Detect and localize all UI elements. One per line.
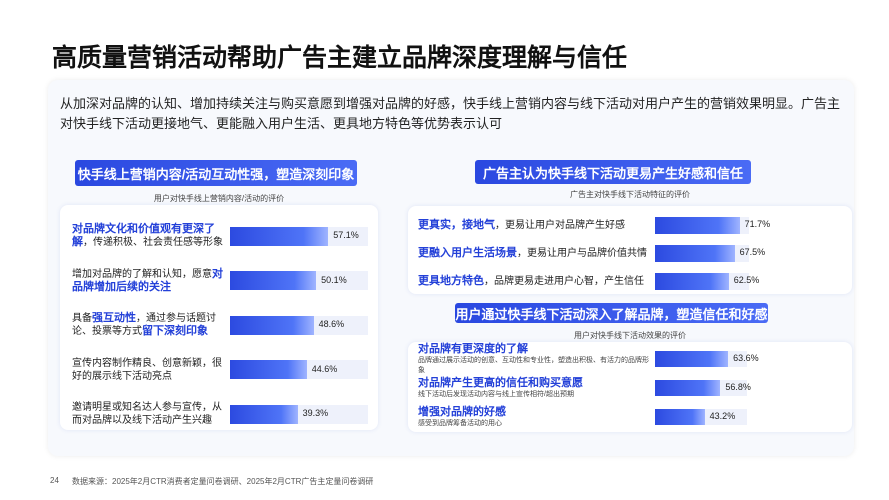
value-label: 67.5% [739, 247, 766, 257]
page-subtitle: 从加深对品牌的认知、增加持续关注与购买意愿到增强对品牌的好感，快手线上营销内容与… [60, 96, 841, 131]
category-segment: 更真实，接地气 [418, 218, 495, 231]
value-label: 39.3% [302, 408, 329, 418]
bar [655, 409, 705, 425]
category-text: 邀请明星或知名达人参与宣传，从而对品牌以及线下活动产生兴趣 [72, 401, 224, 427]
bar [655, 351, 729, 367]
value-label: 63.6% [733, 353, 759, 363]
category-text: 增加对品牌的了解和认知，愿意对品牌增加后续的关注 [72, 268, 224, 294]
category-segment: 留下深刻印象 [142, 325, 208, 337]
category-segment: 对品牌产生更高的信任和购买意愿 [418, 376, 583, 389]
category-label: 更真实，接地气，更易让用户对品牌产生好感 [418, 213, 650, 237]
bar [230, 271, 317, 290]
category-text: 具备强互动性，通过参与话题讨论、投票等方式留下深刻印象 [72, 312, 224, 338]
value-label: 43.2% [709, 411, 736, 421]
value-label: 44.6% [311, 363, 338, 374]
category-segment: 对品牌文化和价值观有更深了解 [72, 223, 215, 248]
category-segment: 对品牌增加后续的关注 [72, 267, 223, 293]
bar [230, 226, 329, 246]
value-label: 48.6% [318, 319, 345, 329]
category-text: 对品牌产生更高的信任和购买意愿 线下活动后发现活动内容与线上宣传相符/超出预期 [418, 377, 650, 400]
value-label: 56.8% [725, 382, 751, 392]
category-segment: 强互动性 [92, 312, 136, 324]
category-text: 对品牌有更深度的了解 品牌通过展示活动的创意、互动性和专业性，塑造出积极、有活力的… [418, 343, 650, 376]
page-number: 24 [50, 476, 59, 485]
chart-subtitle: 广告主对快手线下活动特征的评价 [570, 190, 690, 199]
category-segment: 邀请明星或知名达人参与宣传，从而对品牌以及线下活动产生兴趣 [72, 402, 222, 426]
bar [230, 404, 298, 424]
category-segment: 宣传内容制作精良、创意新颖，很好的展示线下活动亮点 [72, 357, 222, 382]
category-segment: 感受到品牌筹备活动的用心 [418, 419, 502, 427]
source-note: 数据来源：2025年2月CTR消费者定量问卷调研、2025年2月CTR广告主定量… [72, 477, 374, 486]
category-segment: ，品牌更易走进用户心智，产生信任 [484, 275, 644, 287]
page-title: 高质量营销活动帮助广告主建立品牌深度理解与信任 [52, 44, 628, 72]
category-segment: ，更易让用户对品牌产生好感 [495, 219, 625, 231]
category-text: 更融入用户生活场景，更易让用户与品牌价值共情 [418, 247, 650, 260]
category-text: 增强对品牌的好感 感受到品牌筹备活动的用心 [418, 406, 650, 429]
chart-subtitle: 用户对快手线下活动效果的评价 [574, 331, 686, 340]
category-segment: ，更易让用户与品牌价值共情 [517, 247, 647, 259]
category-label: 对品牌产生更高的信任和购买意愿 线下活动后发现活动内容与线上宣传相符/超出预期 [418, 376, 650, 401]
category-segment: ，通过参与话题讨论、投票等方式 [72, 313, 216, 337]
category-segment: 线下活动后发现活动内容与线上宣传相符/超出预期 [418, 390, 574, 398]
chart-subtitle: 用户对快手线上营销内容/活动的评价 [153, 194, 285, 203]
category-text: 对品牌文化和价值观有更深了解，传递积极、社会责任感等形象 [72, 223, 224, 249]
category-label: 增强对品牌的好感 感受到品牌筹备活动的用心 [418, 405, 650, 430]
category-segment: 更融入用户生活场景 [418, 246, 517, 259]
category-label: 更具地方特色，品牌更易走进用户心智，产生信任 [418, 269, 650, 293]
bar [655, 244, 735, 262]
category-label: 增加对品牌的了解和认知，愿意对品牌增加后续的关注 [72, 260, 224, 301]
category-segment: 具备 [72, 313, 92, 324]
bar [230, 360, 307, 379]
value-label: 71.7% [744, 219, 771, 229]
category-text: 宣传内容制作精良、创意新颖，很好的展示线下活动亮点 [72, 357, 224, 383]
bar [655, 272, 729, 290]
bar [655, 380, 721, 396]
bar [230, 315, 314, 335]
value-label: 62.5% [733, 275, 760, 285]
category-text: 更真实，接地气，更易让用户对品牌产生好感 [418, 219, 650, 232]
category-segment: 对品牌有更深度的了解 [418, 342, 528, 355]
chart-card [408, 206, 852, 294]
category-label: 邀请明星或知名达人参与宣传，从而对品牌以及线下活动产生兴趣 [72, 394, 224, 435]
chart-banner: 广告主认为快手线下活动更易产生好感和信任 [475, 160, 751, 184]
category-segment: 增强对品牌的好感 [418, 405, 506, 418]
value-label: 50.1% [321, 274, 347, 285]
category-segment: 增加对品牌的了解和认知，愿意 [72, 268, 212, 280]
chart-banner: 快手线上营销内容/活动互动性强，塑造深刻印象 [75, 160, 357, 186]
chart-card [408, 342, 852, 432]
value-label: 57.1% [333, 230, 359, 240]
category-label: 对品牌文化和价值观有更深了解，传递积极、社会责任感等形象 [72, 216, 224, 257]
category-label: 宣传内容制作精良、创意新颖，很好的展示线下活动亮点 [72, 349, 224, 390]
category-label: 具备强互动性，通过参与话题讨论、投票等方式留下深刻印象 [72, 305, 224, 346]
category-segment: ，传递积极、社会责任感等形象 [83, 237, 223, 248]
category-text: 更具地方特色，品牌更易走进用户心智，产生信任 [418, 275, 650, 288]
bar [655, 216, 740, 234]
chart-banner: 用户通过快手线下活动深入了解品牌，塑造信任和好感 [455, 303, 768, 323]
category-segment: 品牌通过展示活动的创意、互动性和专业性，塑造出积极、有活力的品牌形象 [418, 356, 649, 374]
category-label: 对品牌有更深度的了解 品牌通过展示活动的创意、互动性和专业性，塑造出积极、有活力的… [418, 343, 650, 374]
category-segment: 更具地方特色 [418, 274, 484, 287]
category-label: 更融入用户生活场景，更易让用户与品牌价值共情 [418, 241, 650, 265]
